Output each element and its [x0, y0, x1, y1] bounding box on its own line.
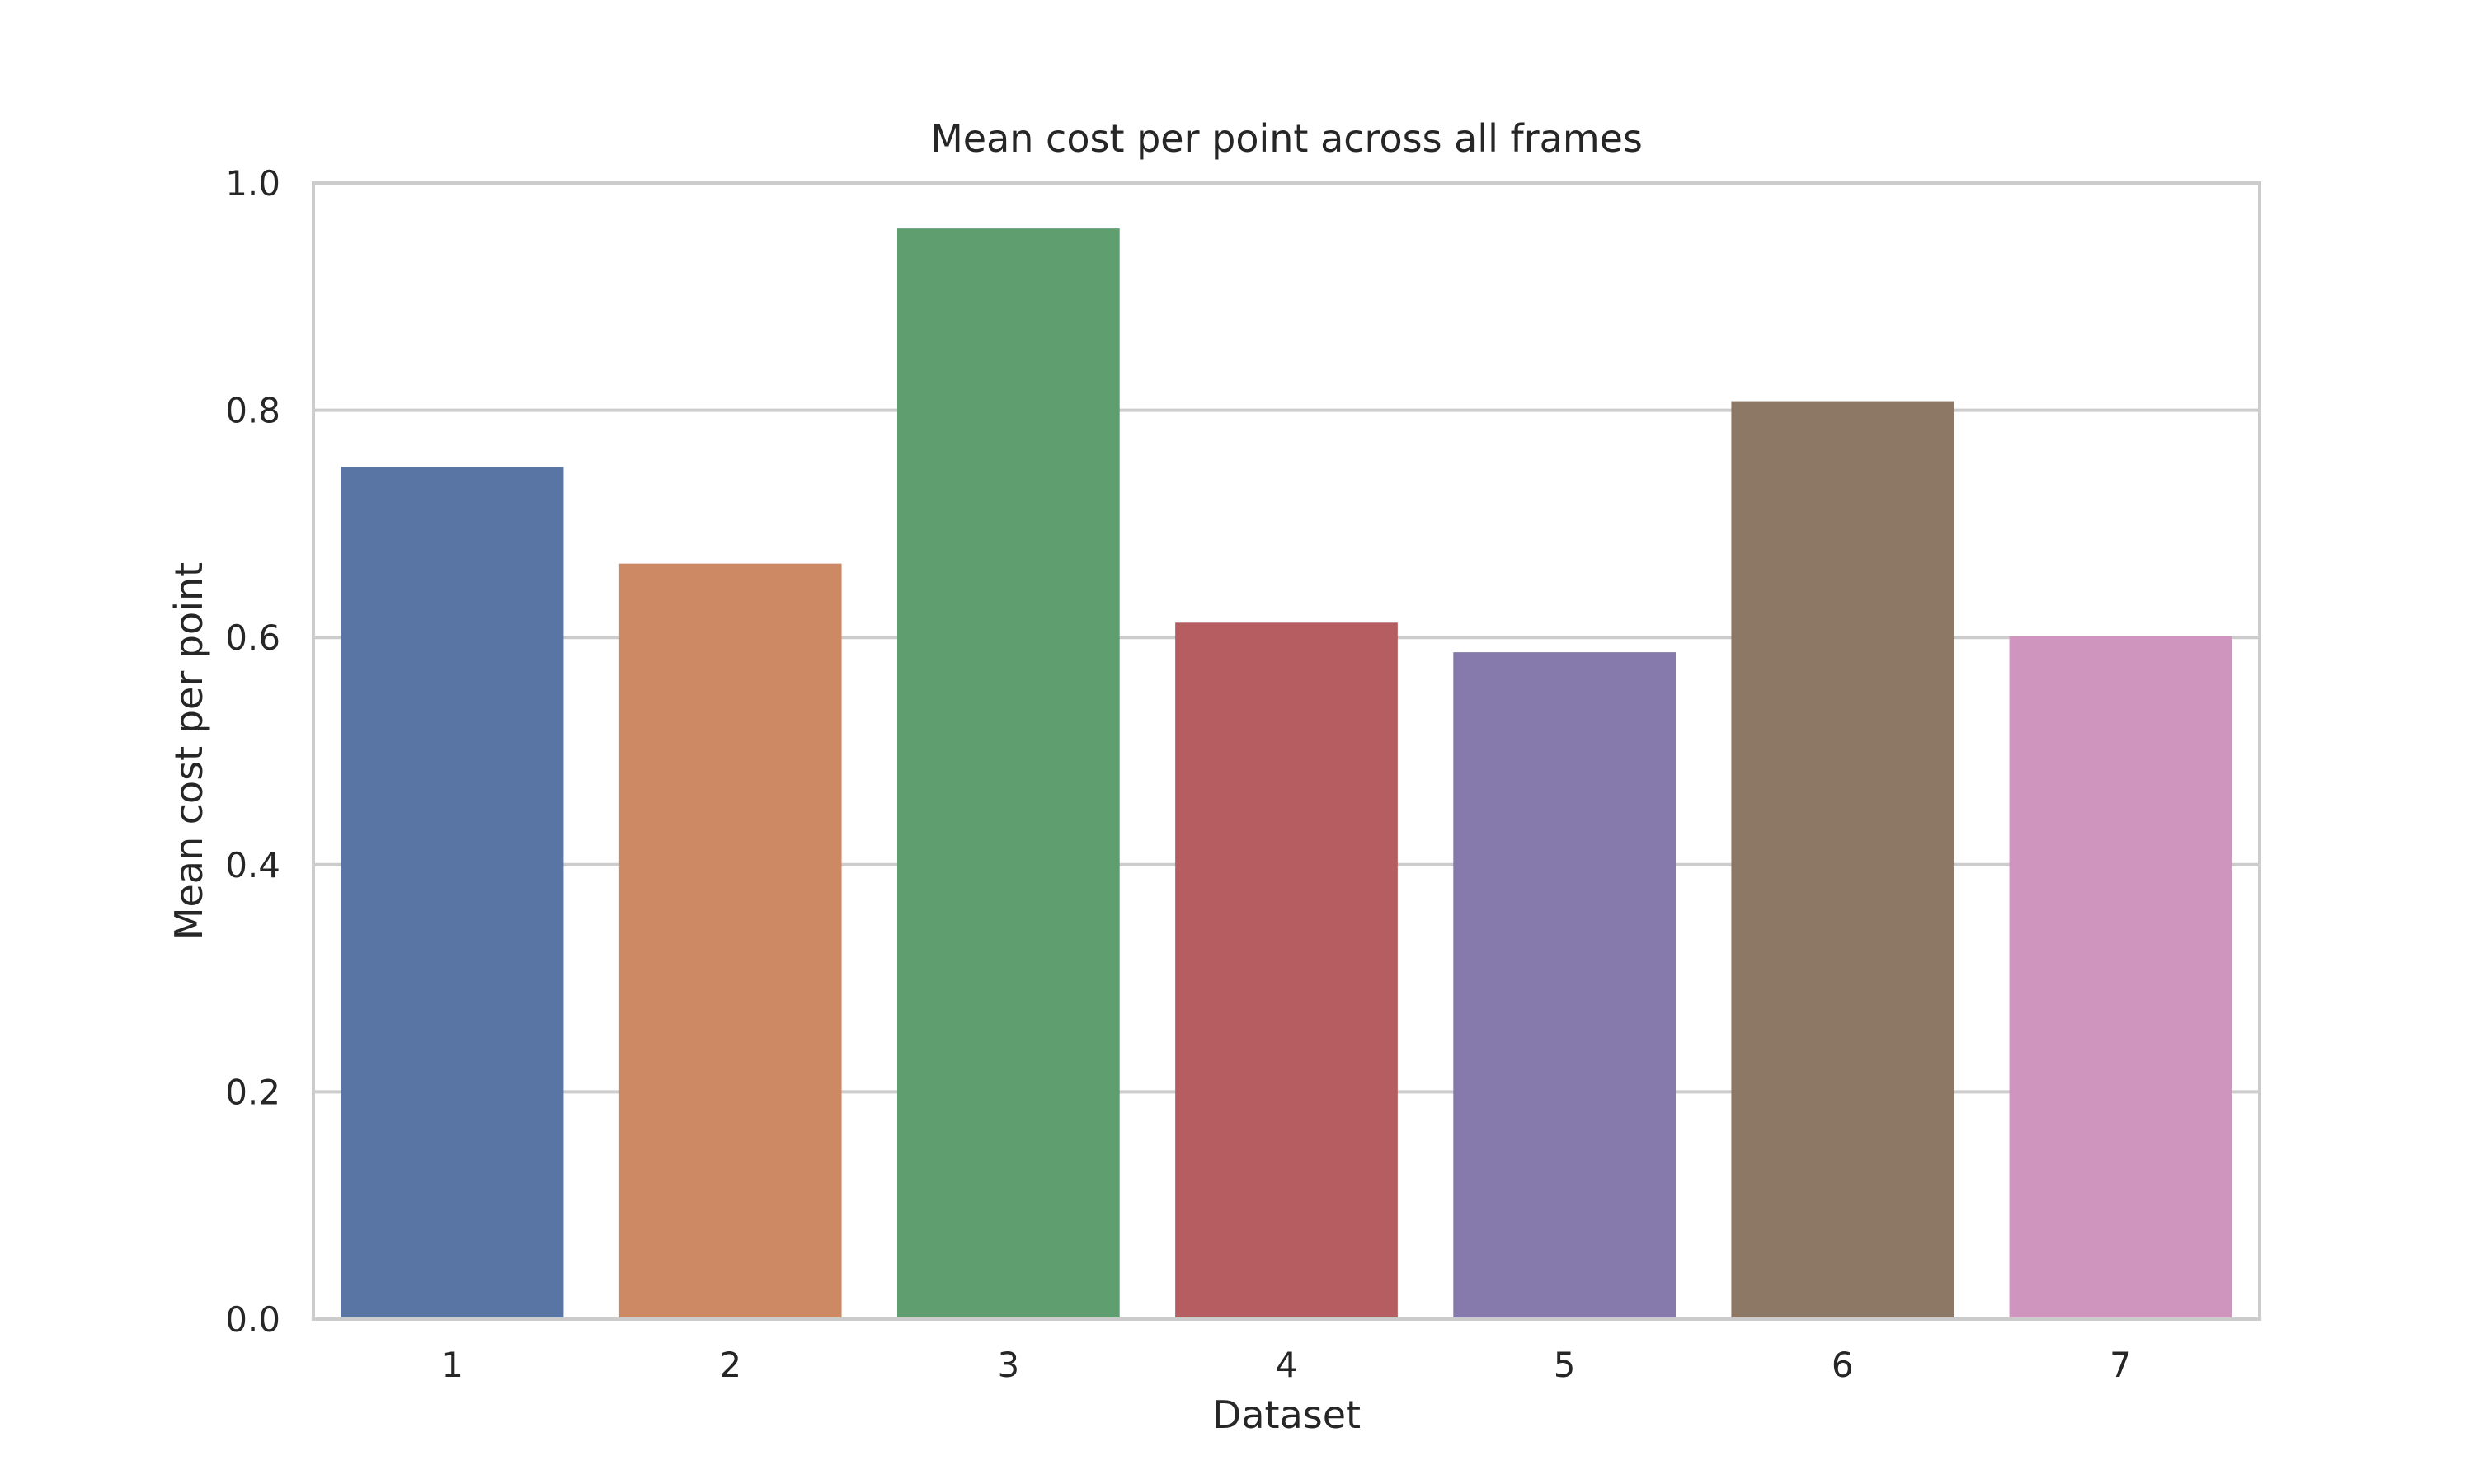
bar-dataset-5: [1453, 652, 1676, 1319]
x-axis-label: Dataset: [1212, 1392, 1361, 1437]
bar-dataset-7: [2009, 636, 2232, 1319]
y-tick-label: 0.8: [225, 391, 280, 431]
bar-dataset-3: [897, 228, 1120, 1319]
x-tick-label: 3: [997, 1345, 1019, 1385]
x-tick-label: 2: [719, 1345, 741, 1385]
y-axis-label: Mean cost per point: [167, 562, 211, 940]
y-tick-label: 0.6: [225, 618, 280, 658]
plot-frame: [312, 181, 2261, 1321]
y-tick-label: 0.2: [225, 1072, 280, 1112]
x-tick-label: 6: [1832, 1345, 1854, 1385]
chart-title: Mean cost per point across all frames: [930, 116, 1643, 161]
x-tick-labels: 1 2 3 4 5 6 7: [441, 1345, 2132, 1385]
bar-dataset-1: [341, 467, 564, 1319]
y-tick-label: 0.0: [225, 1299, 280, 1340]
x-tick-label: 7: [2109, 1345, 2132, 1385]
bar-dataset-4: [1175, 622, 1398, 1319]
y-tick-label: 1.0: [225, 163, 280, 204]
y-tick-labels: 0.0 0.2 0.4 0.6 0.8 1.0: [225, 163, 280, 1340]
y-tick-label: 0.4: [225, 845, 280, 885]
bar-dataset-6: [1731, 401, 1954, 1320]
bars: [341, 228, 2232, 1320]
bar-dataset-2: [618, 563, 842, 1319]
x-tick-label: 1: [441, 1345, 463, 1385]
x-tick-label: 5: [1554, 1345, 1576, 1385]
x-tick-label: 4: [1276, 1345, 1298, 1385]
